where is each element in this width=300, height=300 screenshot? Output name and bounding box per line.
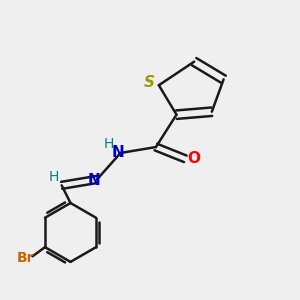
Text: O: O [187, 151, 200, 166]
Text: S: S [144, 75, 155, 90]
Text: Br: Br [16, 251, 34, 265]
Text: H: H [48, 170, 59, 184]
Text: N: N [88, 173, 100, 188]
Text: N: N [111, 145, 124, 160]
Text: H: H [103, 137, 114, 151]
